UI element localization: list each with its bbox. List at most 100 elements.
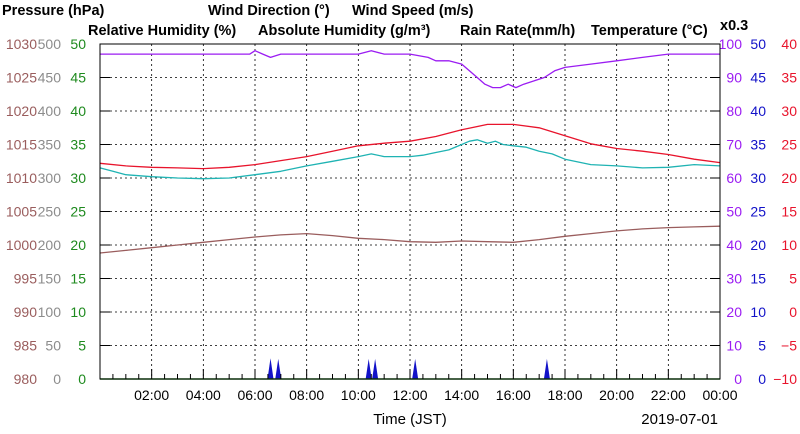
grid-lines <box>100 44 720 379</box>
relative-humidity-tick-label: 60 <box>726 170 742 186</box>
relative-humidity-tick-label: 30 <box>726 271 742 287</box>
wind-direction-tick-label: 400 <box>38 103 62 119</box>
x-tick-label: 14:00 <box>444 387 479 403</box>
pressure-tick-label: 1010 <box>6 170 37 186</box>
relative-humidity-tick-label: 80 <box>726 103 742 119</box>
series-line-rh <box>100 50 720 89</box>
rain-peak <box>372 358 379 379</box>
rain-peak <box>543 358 550 379</box>
wind-direction-tick-label: 350 <box>38 137 62 153</box>
pressure-tick-label: 995 <box>14 271 38 287</box>
rain-rate-tick-label: 35 <box>750 137 766 153</box>
temperature-tick-label: −10 <box>773 371 797 387</box>
rain-peak <box>267 358 274 379</box>
x-tick-label: 06:00 <box>237 387 272 403</box>
rain-rate-tick-label: 50 <box>750 36 766 52</box>
rain-rate-tick-label: 30 <box>750 170 766 186</box>
wind-speed-tick-label: 35 <box>70 137 86 153</box>
wind-direction-tick-label: 450 <box>38 70 62 86</box>
x-tick-label: 08:00 <box>289 387 324 403</box>
temperature-tick-label: 30 <box>781 103 797 119</box>
x-tick-label: 16:00 <box>496 387 531 403</box>
pressure-tick-label: 1025 <box>6 70 37 86</box>
wind-direction-tick-label: 50 <box>45 338 61 354</box>
legend-temperature: Temperature (°C) <box>591 23 708 39</box>
series-line-temp <box>99 123 721 170</box>
temperature-tick-label: 25 <box>781 137 797 153</box>
rain-rate-tick-label: 15 <box>750 271 766 287</box>
wind-speed-tick-label: 0 <box>78 371 86 387</box>
wind-speed-tick-label: 45 <box>70 70 86 86</box>
pressure-tick-label: 1000 <box>6 237 37 253</box>
relative-humidity-tick-label: 50 <box>726 204 742 220</box>
wind-direction-tick-label: 0 <box>53 371 61 387</box>
temperature-tick-label: 20 <box>781 170 797 186</box>
temperature-tick-label: 15 <box>781 204 797 220</box>
pressure-tick-label: 980 <box>14 371 38 387</box>
x-axis-label: Time (JST) <box>373 411 447 428</box>
rain-peak <box>275 358 282 379</box>
legend-rain-rate: Rain Rate(mm/h) <box>460 23 575 39</box>
wind-speed-tick-label: 15 <box>70 271 86 287</box>
temperature-tick-label: 40 <box>781 36 797 52</box>
legend-absolute-humidity: Absolute Humidity (g/m³) <box>258 23 431 39</box>
legend-ah-factor: x0.3 <box>720 18 748 34</box>
rain-rate-tick-label: 20 <box>750 237 766 253</box>
legend-wind-direction: Wind Direction (°) <box>208 3 330 19</box>
relative-humidity-tick-label: 0 <box>734 371 742 387</box>
rain-rate-tick-label: 40 <box>750 103 766 119</box>
pressure-tick-label: 1015 <box>6 137 37 153</box>
pressure-tick-label: 990 <box>14 304 38 320</box>
rain-rate-tick-label: 10 <box>750 304 766 320</box>
rain-rate-tick-label: 0 <box>758 371 766 387</box>
relative-humidity-tick-label: 40 <box>726 237 742 253</box>
series-line-pressure <box>99 225 721 254</box>
date-label: 2019-07-01 <box>641 411 718 428</box>
wind-speed-tick-label: 10 <box>70 304 86 320</box>
x-tick-label: 12:00 <box>392 387 427 403</box>
x-axis: 02:00 04:00 06:00 08:00 10:00 12:00 14:00 16:00… <box>99 369 738 403</box>
right-axes: 0102030405060708090100051015202530354045… <box>710 36 797 387</box>
wind-speed-tick-label: 25 <box>70 204 86 220</box>
x-tick-label: 04:00 <box>186 387 221 403</box>
wind-direction-tick-label: 150 <box>38 271 62 287</box>
relative-humidity-tick-label: 100 <box>719 36 743 52</box>
rain-peak <box>365 358 372 379</box>
wind-direction-tick-label: 250 <box>38 204 62 220</box>
relative-humidity-tick-label: 10 <box>726 338 742 354</box>
pressure-tick-label: 1005 <box>6 204 37 220</box>
x-tick-label: 20:00 <box>599 387 634 403</box>
pressure-tick-label: 985 <box>14 338 38 354</box>
rain-rate-tick-label: 25 <box>750 204 766 220</box>
x-tick-label: 02:00 <box>134 387 169 403</box>
rain-peak <box>412 358 419 379</box>
legend-pressure: Pressure (hPa) <box>2 3 105 19</box>
rain-rate-tick-label: 45 <box>750 70 766 86</box>
pressure-tick-label: 1030 <box>6 36 37 52</box>
temperature-tick-label: 35 <box>781 70 797 86</box>
temperature-tick-label: −5 <box>781 338 797 354</box>
x-tick-label: 00:00 <box>702 387 737 403</box>
relative-humidity-tick-label: 20 <box>726 304 742 320</box>
plot-frame <box>99 43 721 380</box>
x-tick-label: 22:00 <box>651 387 686 403</box>
rain-rate-tick-label: 5 <box>758 338 766 354</box>
relative-humidity-tick-label: 90 <box>726 70 742 86</box>
relative-humidity-tick-label: 70 <box>726 137 742 153</box>
wind-direction-tick-label: 300 <box>38 170 62 186</box>
wind-speed-tick-label: 5 <box>78 338 86 354</box>
wind-speed-tick-label: 20 <box>70 237 86 253</box>
wind-speed-tick-label: 30 <box>70 170 86 186</box>
temperature-tick-label: 0 <box>789 304 797 320</box>
wind-speed-tick-label: 50 <box>70 36 86 52</box>
wind-direction-tick-label: 100 <box>38 304 62 320</box>
pressure-tick-label: 1020 <box>6 103 37 119</box>
wind-direction-tick-label: 500 <box>38 36 62 52</box>
series-line-ah <box>99 139 721 180</box>
wind-direction-tick-label: 200 <box>38 237 62 253</box>
temperature-tick-label: 5 <box>789 271 797 287</box>
x-tick-label: 18:00 <box>547 387 582 403</box>
left-axes: 9809859909951000100510101015102010251030… <box>6 36 110 387</box>
